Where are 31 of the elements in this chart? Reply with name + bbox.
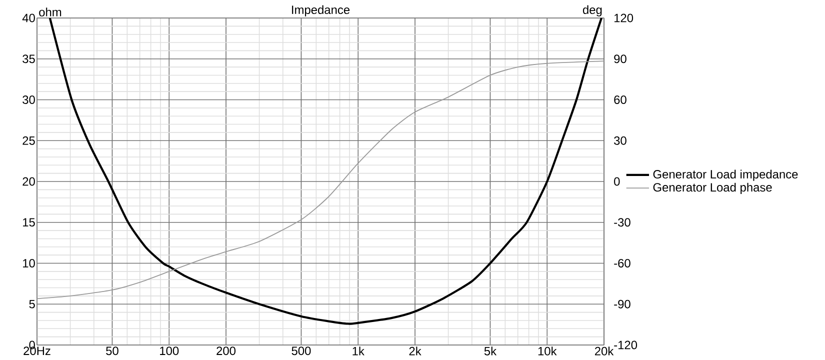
x-tick-label: 10k — [538, 346, 557, 356]
y-tick-label: 35 — [22, 54, 35, 64]
x-tick-label: 100 — [160, 346, 179, 356]
y2-axis-title: deg — [582, 5, 602, 16]
y-tick-label: 10 — [23, 259, 35, 268]
y-tick-label: 40 — [22, 14, 35, 22]
y-tick-label: 5 — [29, 300, 35, 308]
y2-tick-label: -60 — [614, 259, 630, 268]
y2-tick-label: 90 — [614, 54, 626, 64]
x-tick-label: 2k — [409, 346, 422, 356]
chart-title: Impedance — [292, 5, 350, 16]
y2-tick-label: 60 — [614, 96, 626, 104]
x-tick-label: 50 — [106, 346, 118, 356]
y2-tick-label: 30 — [614, 136, 626, 145]
y-axis-title: ohm — [39, 8, 62, 16]
y-tick-label: 15 — [23, 218, 35, 227]
y-tick-label: 30 — [22, 96, 35, 104]
y2-tick-label: -120 — [614, 340, 638, 350]
y-tick-label: 20 — [22, 177, 35, 186]
x-tick-label: 500 — [292, 346, 311, 356]
x-tick-label: 5k — [484, 346, 497, 356]
x-tick-label: 20k — [594, 346, 614, 356]
legend-label: Generator Load phase — [653, 182, 772, 194]
y2-tick-label: 0 — [614, 177, 620, 186]
x-tick-label: 200 — [216, 346, 236, 356]
y2-tick-label: -90 — [614, 300, 630, 308]
y2-tick-label: 120 — [614, 14, 634, 22]
y2-tick-label: -30 — [614, 218, 630, 227]
legend-label: Generator Load impedance — [653, 170, 798, 181]
x-tick-label: 1k — [352, 346, 364, 356]
y-tick-label: 25 — [22, 136, 35, 145]
